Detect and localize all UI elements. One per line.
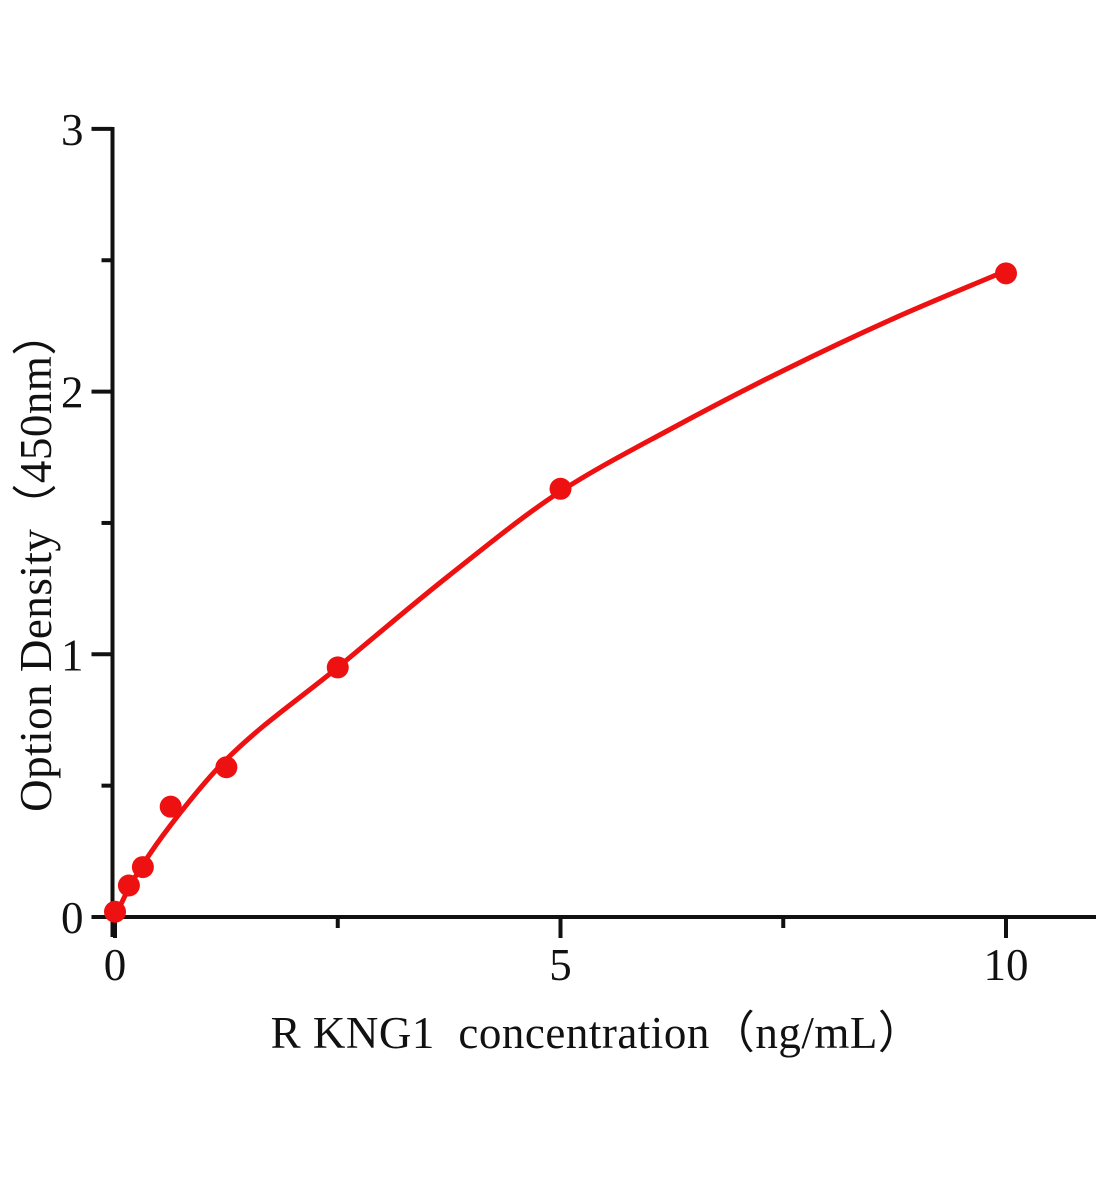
y-axis-title: Option Density（450nm） <box>11 310 61 812</box>
fitted-curve-path <box>112 268 1009 920</box>
data-point <box>117 874 140 897</box>
data-point <box>215 756 238 779</box>
data-point <box>131 856 154 879</box>
data-point <box>549 477 572 500</box>
data-point <box>159 795 182 818</box>
data-point <box>995 262 1017 285</box>
data-point <box>104 900 126 923</box>
y-tick-label: 3 <box>61 105 84 155</box>
y-tick-label: 2 <box>61 368 84 418</box>
x-axis-title: R KNG1 concentration（ng/mL） <box>270 1008 924 1058</box>
x-tick-label: 0 <box>104 940 127 990</box>
x-tick-label: 5 <box>549 940 572 990</box>
y-tick-label: 1 <box>61 630 84 680</box>
y-tick-label: 0 <box>61 893 84 943</box>
x-tick-label: 10 <box>984 940 1029 990</box>
data-point <box>326 656 349 679</box>
